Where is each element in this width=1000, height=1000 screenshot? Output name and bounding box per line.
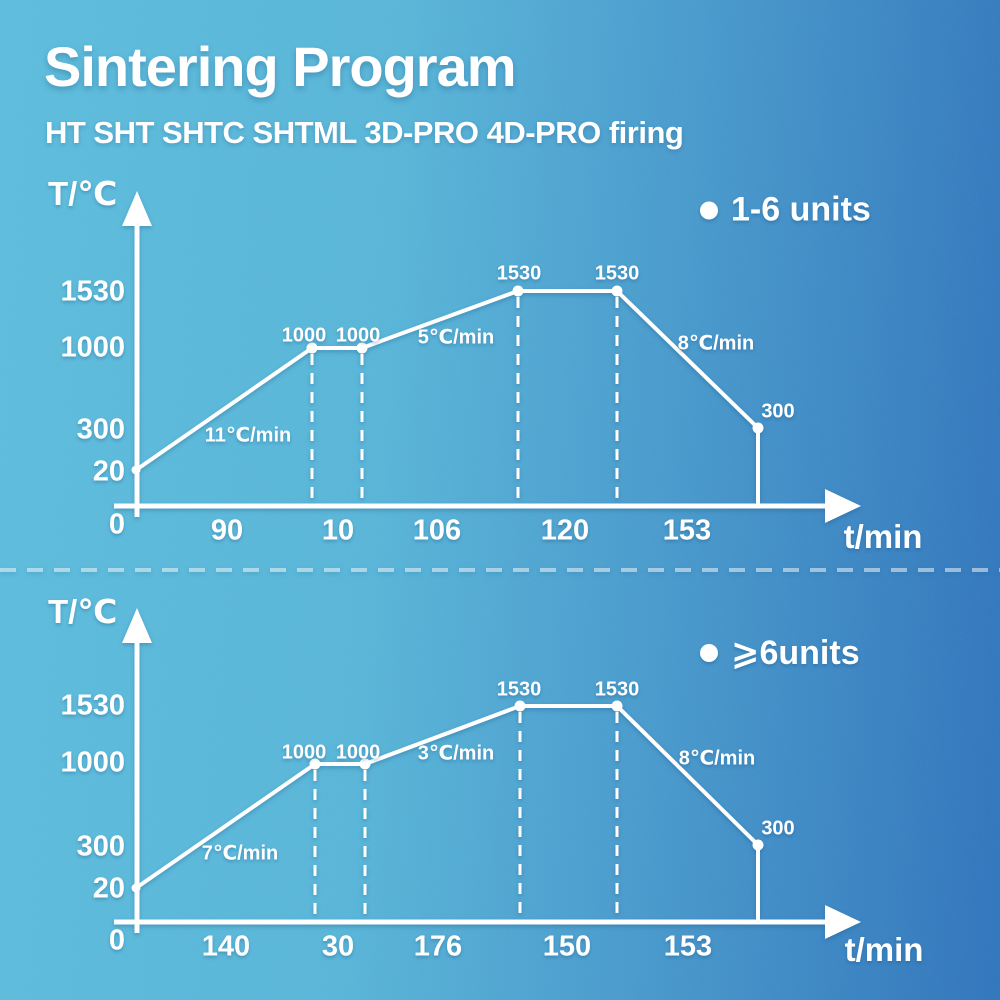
y-tick-1000: 1000 [60, 331, 125, 364]
x-segment-90: 90 [210, 514, 244, 547]
y-tick-1000: 1000 [60, 746, 125, 779]
temperature-axis-label: T/℃ [48, 175, 118, 212]
time-axis-label: t/min [844, 931, 924, 968]
rate-label-ramp-2: 5℃/min [417, 326, 495, 349]
legend-bullet-icon [700, 201, 718, 219]
data-point-dot [512, 285, 524, 297]
data-point-dot [131, 465, 141, 475]
data-point-dot [131, 883, 141, 893]
rate-label-ramp-1: 7℃/min [201, 842, 279, 865]
y-tick-300: 300 [76, 413, 125, 446]
y-tick-0: 0 [108, 508, 125, 541]
temperature-axis-label: T/℃ [48, 593, 118, 630]
point-label-1530-a: 1530 [496, 678, 542, 701]
rate-label-cooling: 8℃/min [678, 747, 756, 770]
y-axis-arrow-icon [122, 191, 152, 226]
y-tick-300: 300 [76, 830, 125, 863]
x-segment-120: 120 [540, 514, 590, 547]
point-label-1000-a: 1000 [281, 741, 327, 764]
y-tick-1530: 1530 [60, 689, 125, 722]
x-segment-153: 153 [663, 930, 713, 963]
rate-label-ramp-1: 11℃/min [204, 424, 292, 447]
y-tick-1530: 1530 [60, 275, 125, 308]
rate-label-ramp-2: 3℃/min [417, 742, 495, 765]
y-tick-20: 20 [92, 872, 125, 905]
y-axis-arrow-icon [122, 608, 152, 643]
point-label-1000-b: 1000 [335, 741, 381, 764]
data-point-dot [611, 285, 623, 297]
data-point-dot [611, 700, 623, 712]
legend-ge-6-units: ⩾6units [700, 633, 860, 673]
temperature-curve [134, 289, 760, 508]
x-segment-140: 140 [201, 930, 251, 963]
legend-1-6-units: 1-6 units [700, 191, 871, 230]
point-label-1000-b: 1000 [335, 324, 381, 347]
point-label-300: 300 [761, 400, 795, 423]
data-point-dot [752, 839, 764, 851]
legend-label: 1-6 units [731, 190, 871, 229]
temperature-curve [134, 704, 760, 924]
legend-bullet-icon [700, 644, 718, 662]
x-segment-150: 150 [542, 930, 592, 963]
time-axis-label: t/min [843, 518, 923, 555]
point-label-1530-b: 1530 [594, 262, 640, 285]
y-tick-0: 0 [108, 924, 125, 957]
point-label-300: 300 [761, 817, 795, 840]
data-point-dot [514, 700, 526, 712]
point-label-1000-a: 1000 [281, 324, 327, 347]
plot-chart-units-1-6 [114, 191, 861, 523]
x-segment-30: 30 [321, 930, 355, 963]
rate-label-cooling: 8℃/min [677, 332, 755, 355]
x-segment-10: 10 [321, 514, 355, 547]
x-segment-106: 106 [412, 514, 462, 547]
y-tick-20: 20 [92, 455, 125, 488]
x-segment-153: 153 [662, 514, 712, 547]
point-label-1530-a: 1530 [496, 262, 542, 285]
legend-label: ⩾6units [731, 634, 860, 672]
point-label-1530-b: 1530 [594, 678, 640, 701]
x-segment-176: 176 [413, 930, 463, 963]
data-point-dot [752, 422, 764, 434]
